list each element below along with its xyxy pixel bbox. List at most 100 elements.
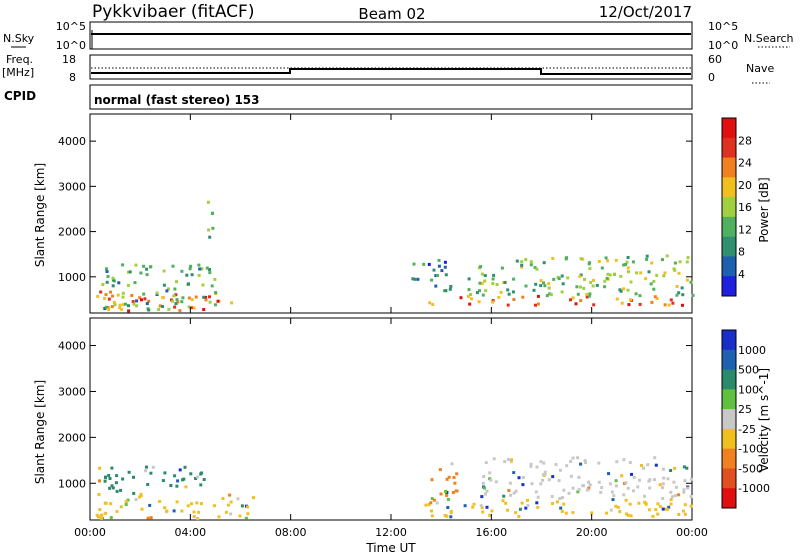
data-cell — [592, 303, 596, 307]
data-cell — [583, 277, 586, 281]
data-cell — [647, 270, 651, 274]
data-cell — [585, 295, 589, 299]
data-cell — [161, 305, 164, 308]
data-cell — [112, 300, 116, 304]
data-cell — [140, 507, 144, 511]
data-cell — [126, 270, 130, 274]
data-cell — [149, 265, 152, 269]
data-cell — [560, 290, 564, 294]
data-cell — [189, 306, 193, 310]
data-cell — [221, 497, 225, 500]
data-cell — [115, 489, 119, 493]
data-cell — [145, 465, 148, 469]
data-cell — [506, 508, 509, 512]
time-axis-label: Time UT — [365, 541, 416, 554]
data-cell — [636, 485, 640, 489]
data-cell — [111, 294, 114, 298]
data-cell — [626, 513, 630, 517]
data-cell — [172, 509, 176, 513]
data-cell — [630, 472, 633, 476]
data-cell — [180, 509, 184, 513]
data-cell — [157, 307, 161, 311]
data-cell — [468, 302, 472, 306]
data-cell — [550, 495, 554, 498]
data-cell — [427, 503, 431, 507]
data-cell — [430, 478, 434, 482]
data-cell — [176, 479, 180, 483]
colorbar-tick-label: 28 — [738, 134, 752, 147]
data-cell — [478, 289, 481, 293]
data-cell — [587, 486, 591, 490]
data-cell — [529, 464, 533, 468]
data-cell — [681, 303, 684, 307]
data-cell — [479, 504, 483, 508]
data-cell — [609, 508, 613, 512]
data-cell — [642, 466, 645, 470]
data-cell — [217, 515, 221, 519]
ytick-label: 2000 — [58, 226, 86, 239]
data-cell — [661, 258, 664, 262]
data-cell — [680, 286, 684, 290]
data-cell — [653, 478, 656, 482]
ytick-label: 1000 — [58, 271, 86, 284]
data-cell — [515, 259, 519, 263]
data-cell — [208, 235, 212, 239]
data-cell — [606, 272, 610, 276]
data-cell — [667, 505, 671, 509]
data-cell — [501, 499, 505, 503]
data-cell — [535, 267, 539, 271]
data-cell — [97, 515, 100, 519]
xtick-label: 08:00 — [275, 526, 307, 539]
data-cell — [552, 277, 556, 281]
data-cell — [472, 502, 476, 506]
data-cell — [180, 300, 184, 304]
panel-frame — [89, 317, 693, 521]
data-cell — [638, 478, 641, 482]
data-cell — [224, 510, 228, 514]
data-cell — [587, 480, 591, 484]
data-cell — [229, 512, 233, 516]
data-cell — [673, 261, 677, 265]
data-cell — [562, 502, 566, 506]
data-cell — [541, 473, 545, 477]
data-cell — [180, 269, 184, 273]
data-cell — [614, 479, 618, 483]
data-cell — [107, 297, 111, 301]
colorbar-tick-label: 1000 — [738, 344, 766, 357]
data-cell — [467, 277, 471, 281]
colorbar-tick-label: -500 — [738, 462, 763, 475]
data-cell — [524, 506, 528, 510]
data-cell — [539, 284, 543, 288]
data-cell — [124, 503, 128, 506]
data-cell — [521, 483, 525, 487]
data-cell — [151, 465, 155, 469]
data-cell — [615, 460, 619, 464]
data-cell — [669, 498, 673, 502]
data-cell — [685, 466, 689, 470]
data-cell — [200, 502, 203, 506]
data-cell — [103, 479, 107, 483]
data-cell — [509, 493, 513, 497]
data-cell — [238, 514, 242, 518]
data-cell — [134, 498, 138, 502]
data-cell — [453, 481, 457, 485]
data-cell — [666, 477, 670, 481]
data-cell — [483, 279, 487, 283]
data-cell — [632, 476, 636, 479]
data-cell — [149, 471, 153, 475]
data-cell — [586, 488, 590, 492]
colorbar-tick-label: 4 — [738, 268, 745, 281]
data-cell — [138, 296, 142, 300]
data-cell — [175, 298, 179, 302]
data-cell — [98, 466, 102, 470]
data-cell — [198, 267, 202, 271]
data-cell — [626, 486, 630, 490]
data-cell — [240, 504, 244, 508]
data-cell — [449, 285, 453, 288]
data-cell — [671, 301, 675, 305]
data-cell — [146, 516, 150, 520]
data-cell — [226, 503, 230, 507]
data-cell — [495, 283, 499, 286]
colorbar-tick-label: 500 — [738, 364, 759, 377]
data-cell — [526, 498, 529, 502]
